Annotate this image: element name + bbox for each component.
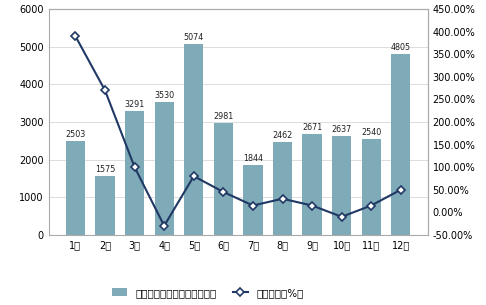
Text: 2671: 2671	[302, 123, 322, 132]
Text: 2462: 2462	[272, 131, 293, 140]
Legend: 舟山商品住宅成交套数（套）, 同比增长（%）: 舟山商品住宅成交套数（套）, 同比增长（%）	[107, 284, 308, 302]
Text: 2540: 2540	[361, 128, 382, 137]
Text: 5074: 5074	[184, 33, 204, 42]
Text: 4805: 4805	[391, 43, 411, 52]
Bar	[243, 166, 262, 235]
Text: 3291: 3291	[124, 100, 145, 109]
Bar	[391, 54, 411, 235]
Text: 2637: 2637	[331, 124, 352, 134]
Bar	[302, 135, 322, 235]
Text: 2503: 2503	[65, 130, 86, 139]
Bar	[125, 111, 144, 235]
Bar	[155, 102, 174, 235]
Bar	[184, 44, 203, 235]
Bar	[332, 136, 351, 235]
Text: 1844: 1844	[243, 154, 263, 163]
Text: 3530: 3530	[154, 91, 174, 100]
Bar	[66, 141, 85, 235]
Text: 1575: 1575	[95, 164, 115, 174]
Bar	[214, 123, 233, 235]
Bar	[273, 142, 292, 235]
Bar	[362, 139, 381, 235]
Bar	[95, 176, 115, 235]
Text: 2981: 2981	[213, 112, 233, 121]
